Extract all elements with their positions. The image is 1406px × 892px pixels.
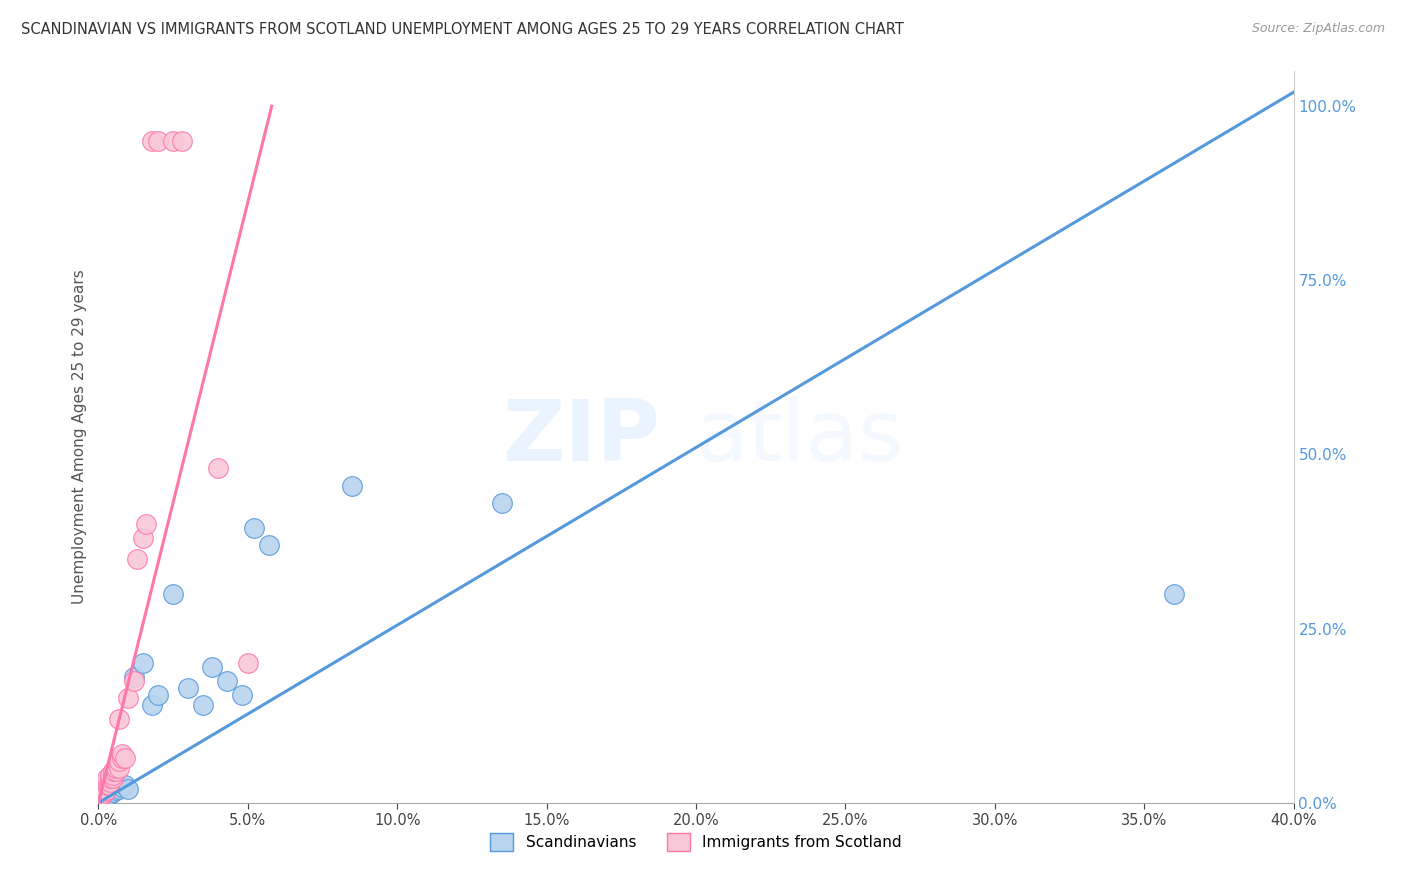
- Point: [215, 673, 238, 688]
- Point: [89, 790, 111, 805]
- Point: [94, 783, 117, 797]
- Point: [103, 785, 125, 799]
- Point: [127, 552, 149, 566]
- Point: [114, 750, 136, 764]
- Point: [243, 521, 266, 535]
- Point: [108, 712, 131, 726]
- Text: SCANDINAVIAN VS IMMIGRANTS FROM SCOTLAND UNEMPLOYMENT AMONG AGES 25 TO 29 YEARS : SCANDINAVIAN VS IMMIGRANTS FROM SCOTLAND…: [21, 22, 904, 37]
- Point: [135, 517, 157, 532]
- Point: [257, 538, 280, 552]
- Point: [93, 785, 115, 799]
- Point: [177, 681, 200, 695]
- Point: [98, 775, 122, 789]
- Point: [231, 688, 253, 702]
- Point: [162, 134, 184, 148]
- Point: [132, 657, 155, 671]
- Y-axis label: Unemployment Among Ages 25 to 29 years: Unemployment Among Ages 25 to 29 years: [72, 269, 87, 605]
- Point: [162, 587, 184, 601]
- Point: [98, 768, 122, 782]
- Legend: Scandinavians, Immigrants from Scotland: Scandinavians, Immigrants from Scotland: [485, 827, 907, 857]
- Point: [141, 134, 163, 148]
- Point: [148, 688, 170, 702]
- Point: [96, 789, 118, 803]
- Point: [111, 747, 134, 761]
- Point: [93, 790, 115, 805]
- Point: [98, 788, 122, 802]
- Point: [201, 660, 224, 674]
- Point: [90, 785, 112, 799]
- Point: [93, 788, 115, 802]
- Point: [1163, 587, 1185, 601]
- Point: [96, 775, 118, 789]
- Point: [103, 768, 125, 782]
- Point: [124, 673, 146, 688]
- Point: [103, 772, 125, 786]
- Point: [491, 496, 513, 510]
- Point: [98, 772, 122, 786]
- Point: [111, 780, 134, 795]
- Point: [96, 785, 118, 799]
- Point: [108, 761, 131, 775]
- Point: [117, 781, 139, 796]
- Point: [105, 764, 128, 779]
- Point: [132, 531, 155, 545]
- Point: [97, 778, 120, 792]
- Point: [103, 764, 125, 779]
- Text: atlas: atlas: [696, 395, 904, 479]
- Point: [90, 789, 112, 803]
- Point: [172, 134, 194, 148]
- Point: [141, 698, 163, 713]
- Point: [148, 134, 170, 148]
- Text: Source: ZipAtlas.com: Source: ZipAtlas.com: [1251, 22, 1385, 36]
- Point: [124, 670, 146, 684]
- Point: [90, 792, 112, 806]
- Point: [191, 698, 214, 713]
- Point: [108, 781, 131, 796]
- Point: [236, 657, 259, 671]
- Point: [108, 754, 131, 768]
- Point: [111, 750, 134, 764]
- Point: [91, 788, 114, 802]
- Text: ZIP: ZIP: [502, 395, 661, 479]
- Point: [105, 783, 128, 797]
- Point: [96, 772, 118, 786]
- Point: [105, 761, 128, 775]
- Point: [93, 781, 115, 796]
- Point: [114, 778, 136, 792]
- Point: [117, 691, 139, 706]
- Point: [342, 479, 364, 493]
- Point: [207, 461, 229, 475]
- Point: [96, 778, 118, 792]
